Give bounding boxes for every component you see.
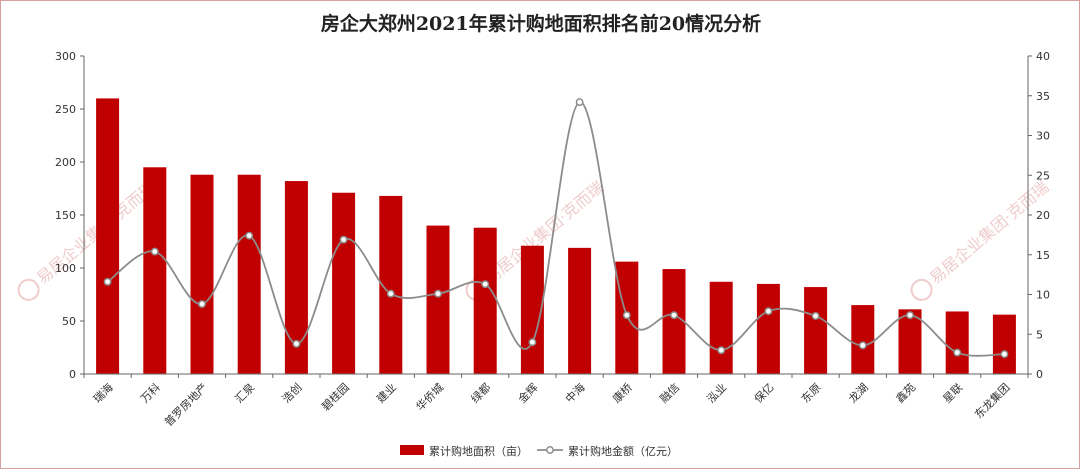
line-point — [481, 280, 490, 289]
line-point — [528, 338, 537, 347]
x-category-label: 瑞海 — [90, 380, 115, 405]
right-axis-tick-label: 0 — [1036, 368, 1043, 381]
bar — [804, 287, 828, 374]
bar — [992, 314, 1016, 374]
line-point — [811, 312, 820, 320]
left-axis-tick-label: 150 — [55, 209, 76, 222]
line-point — [150, 247, 159, 256]
left-axis-tick-label: 100 — [55, 262, 76, 275]
line-point — [953, 348, 962, 357]
right-axis-tick-label: 40 — [1036, 50, 1050, 63]
line-point — [764, 307, 773, 316]
chart-title: 房企大郑州2021年累计购地面积排名前20情况分析 — [320, 13, 762, 35]
line-point — [1000, 350, 1009, 359]
x-category-label: 碧桂园 — [318, 380, 351, 413]
line-point — [386, 289, 395, 298]
x-category-label: 华侨城 — [413, 380, 446, 413]
bar — [756, 283, 780, 374]
line-point — [575, 98, 584, 107]
line-point — [292, 339, 301, 348]
bar — [190, 174, 214, 374]
watermark: 易居企业集团·克而瑞 — [17, 177, 159, 301]
legend-line-label: 累计购地金额（亿元） — [568, 444, 678, 458]
bar — [379, 195, 403, 374]
left-axis-tick-label: 250 — [55, 103, 76, 116]
watermark: 易居企业集团·克而瑞 — [910, 177, 1052, 301]
x-category-label: 汇泉 — [232, 380, 257, 405]
x-category-label: 普罗房地产 — [161, 380, 210, 429]
legend-bar-swatch — [400, 445, 424, 455]
left-axis-tick-label: 200 — [55, 156, 76, 169]
x-category-label: 保亿 — [751, 380, 776, 405]
line-point — [198, 300, 206, 308]
x-category-label: 浩创 — [280, 381, 305, 406]
right-axis-tick-label: 25 — [1036, 169, 1050, 182]
line-point — [906, 311, 914, 320]
line-point — [339, 235, 348, 244]
right-axis-tick-label: 5 — [1036, 328, 1043, 341]
bar — [143, 167, 167, 374]
line-point — [103, 277, 112, 286]
line-point — [622, 311, 631, 320]
line-point — [858, 341, 867, 350]
bar — [426, 225, 450, 374]
watermark-logo-icon — [910, 278, 933, 301]
bar — [332, 192, 356, 374]
bar — [96, 98, 120, 375]
x-category-label: 康桥 — [609, 380, 634, 405]
x-category-label: 龙湖 — [846, 381, 871, 406]
right-axis-tick-label: 20 — [1036, 209, 1050, 222]
bar — [945, 311, 969, 374]
bar — [520, 245, 544, 374]
x-category-label: 东龙集团 — [972, 380, 1013, 421]
line-point — [717, 346, 726, 355]
right-axis-tick-label: 35 — [1036, 90, 1050, 103]
line-series — [103, 98, 1009, 359]
bar — [568, 247, 592, 374]
right-axis-tick-label: 15 — [1036, 249, 1050, 262]
x-category-label: 泓业 — [704, 380, 729, 405]
x-category-label: 星联 — [941, 381, 966, 406]
legend-line-marker — [546, 446, 554, 454]
left-axis-tick-label: 300 — [55, 50, 76, 63]
left-axis-tick-label: 0 — [69, 368, 76, 381]
bar — [473, 227, 497, 374]
right-axis-tick-label: 30 — [1036, 130, 1050, 143]
bar — [709, 281, 733, 374]
legend: 累计购地面积（亩） 累计购地金额（亿元） — [400, 444, 678, 458]
bar — [237, 174, 261, 374]
line-path — [107, 101, 1005, 357]
bar — [662, 269, 686, 374]
bar — [284, 181, 308, 374]
x-category-label: 东原 — [799, 381, 824, 406]
right-axis-tick-label: 10 — [1036, 289, 1050, 302]
watermark-logo-icon — [17, 278, 40, 301]
x-category-label: 绿都 — [468, 380, 493, 405]
line-point — [434, 289, 442, 298]
x-category-label: 融信 — [657, 381, 682, 406]
left-axis-tick-label: 50 — [62, 315, 76, 328]
x-category-label: 万科 — [137, 380, 162, 405]
x-category-label: 金辉 — [515, 380, 540, 405]
bar — [898, 309, 922, 374]
watermark-text: 易居企业集团·克而瑞 — [926, 177, 1052, 287]
x-category-label: 鑫苑 — [893, 380, 918, 405]
bar-series — [96, 98, 1016, 375]
line-point — [670, 311, 678, 320]
line-point — [245, 231, 254, 240]
bar — [851, 305, 875, 374]
x-category-label: 中海 — [562, 380, 587, 405]
x-category-label: 建业 — [373, 380, 398, 405]
legend-bar-label: 累计购地面积（亩） — [429, 444, 528, 458]
